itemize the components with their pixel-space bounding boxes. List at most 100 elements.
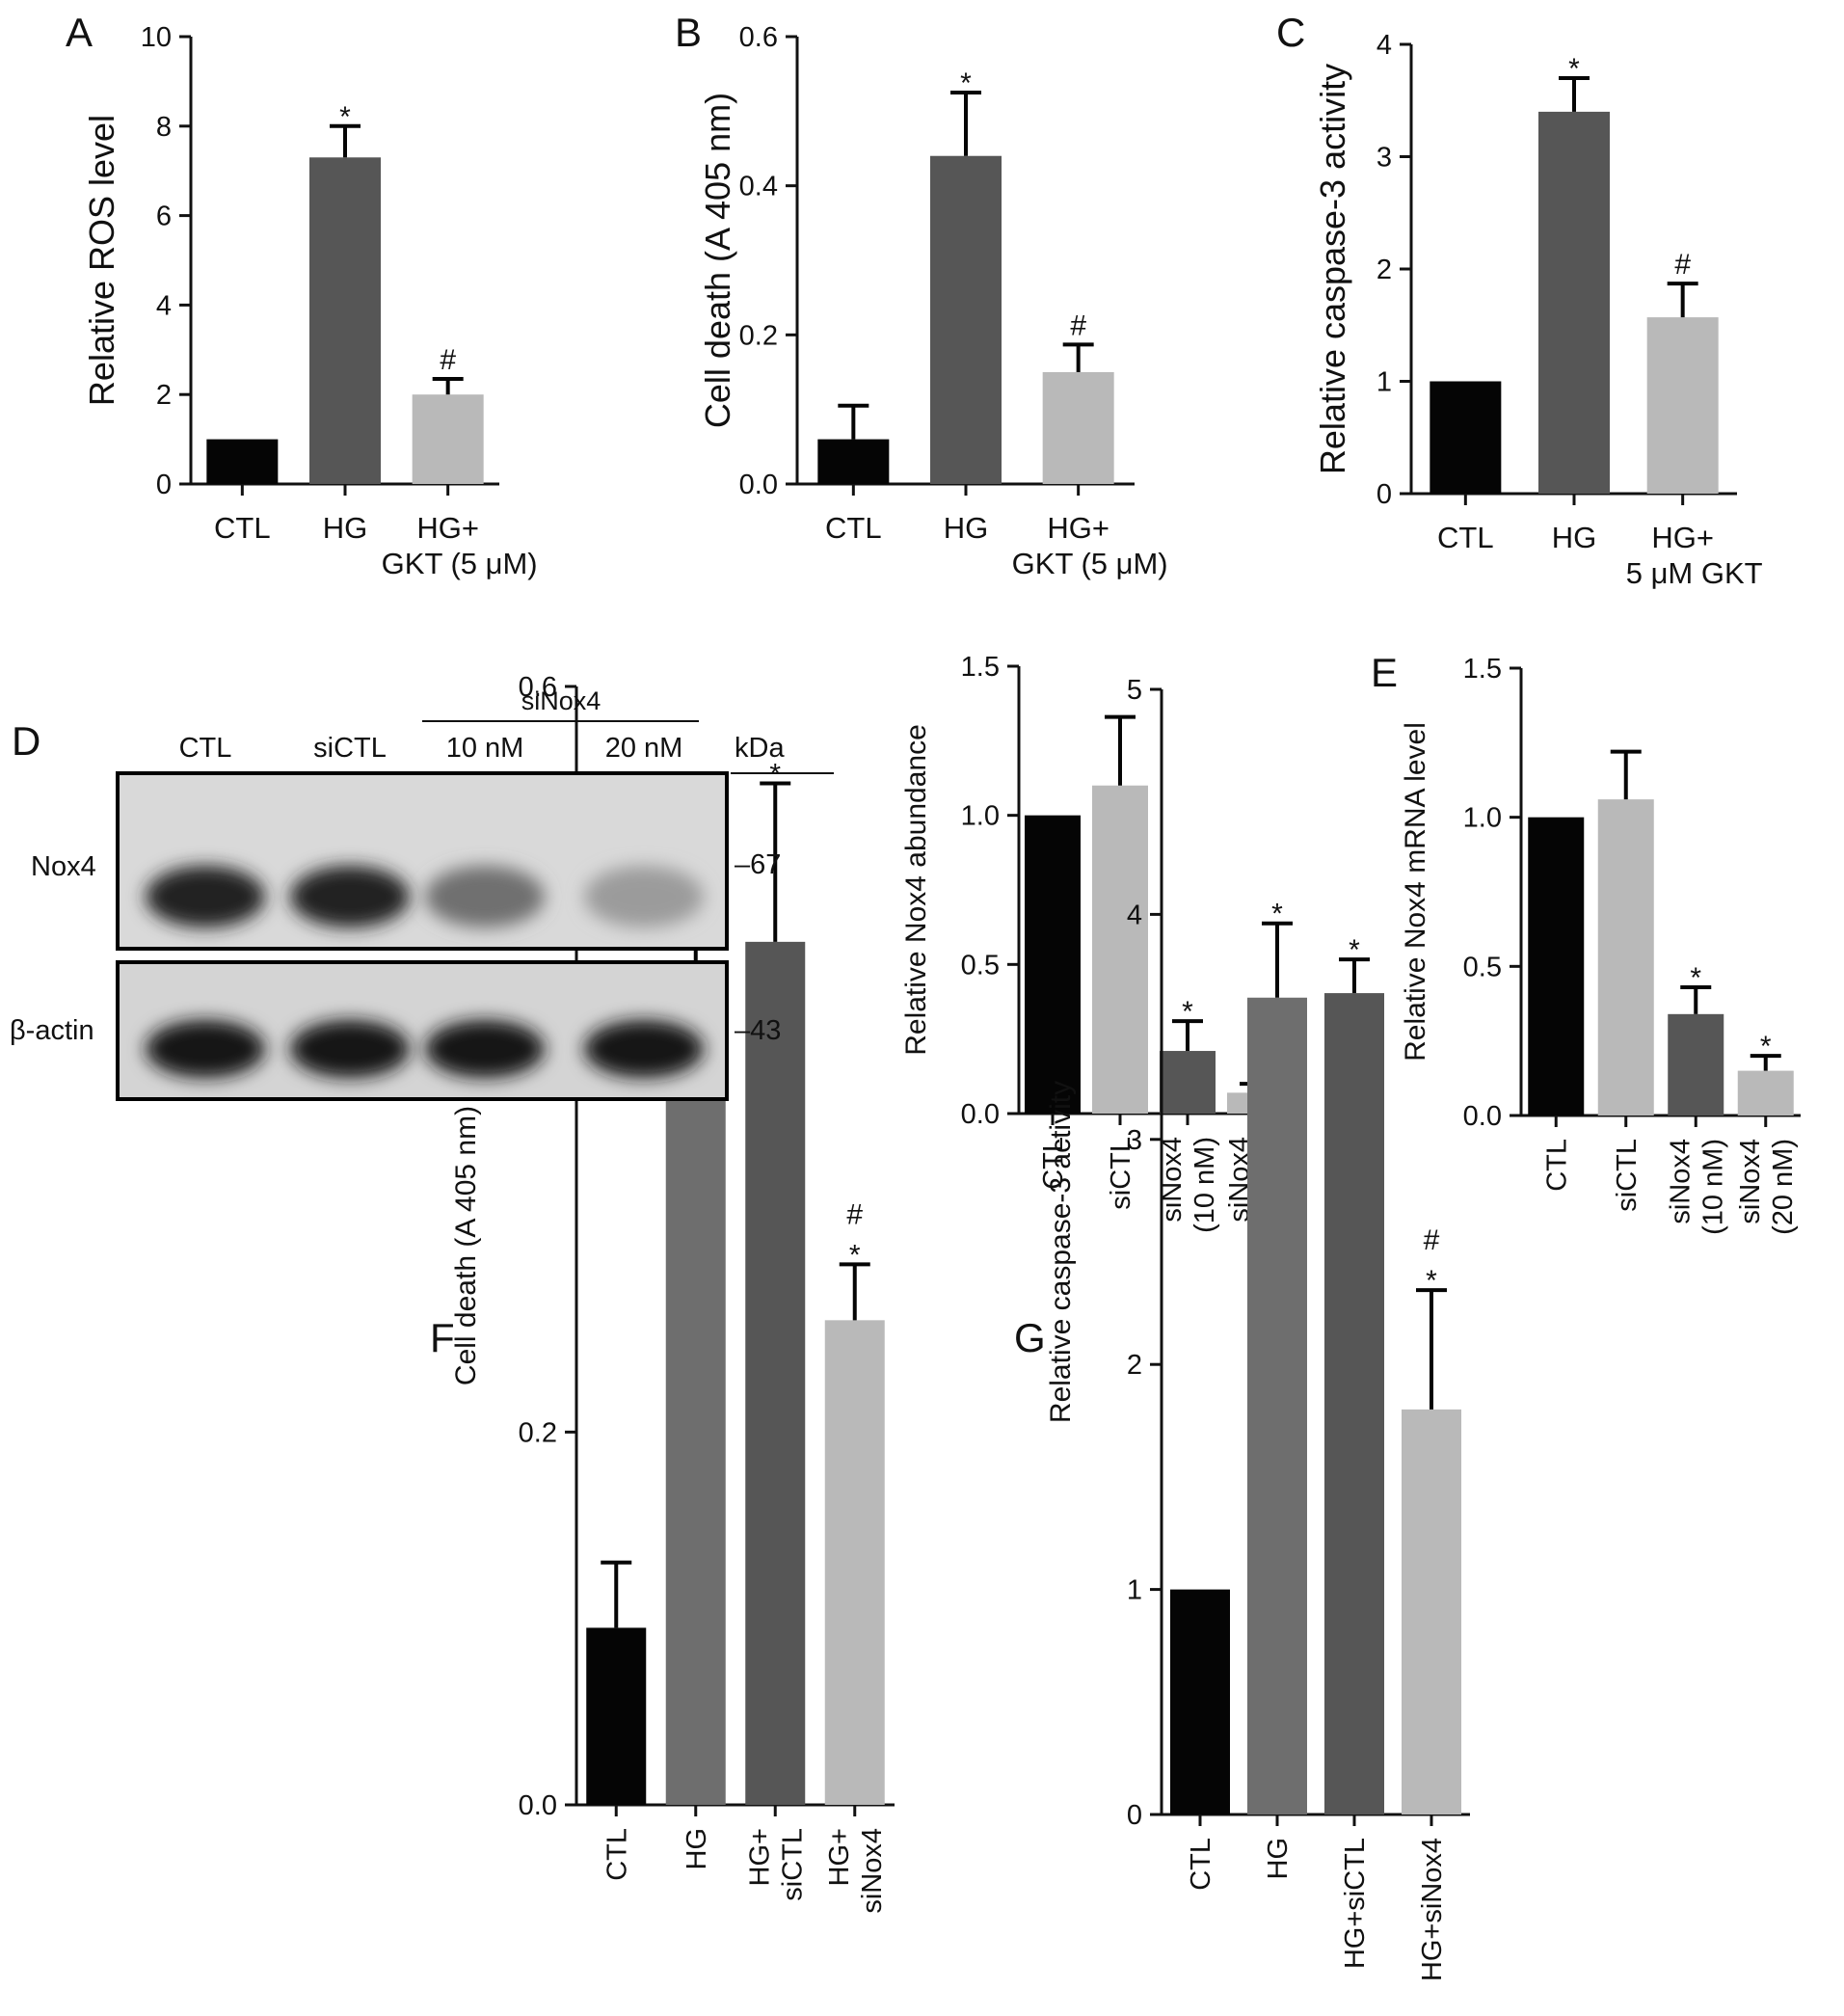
bar xyxy=(824,1320,885,1805)
y-tick-label: 0.4 xyxy=(739,172,778,202)
y-tick-label: 0.6 xyxy=(519,672,557,703)
y-tick-label: 10 xyxy=(141,22,172,53)
y-tick-label: 4 xyxy=(156,290,172,321)
blot-band-actin xyxy=(584,1020,704,1078)
significance-hash: # xyxy=(440,344,456,376)
significance-hash: # xyxy=(846,1198,863,1230)
x-tick-label: CTL xyxy=(601,1828,632,1881)
y-axis-label: Relative caspase-3 activity xyxy=(1313,64,1352,474)
significance-hash: # xyxy=(1674,249,1691,281)
significance-star: * xyxy=(1182,996,1193,1028)
bar xyxy=(1646,317,1719,494)
x-tick-label: HG+siCTL xyxy=(1340,1838,1371,1969)
y-tick-label: 6 xyxy=(156,202,172,232)
x-tick-label: HG+siNox4 xyxy=(1417,1838,1448,1981)
y-tick-label: 1.0 xyxy=(1463,803,1502,834)
bar xyxy=(745,941,806,1805)
y-tick-label: 8 xyxy=(156,112,172,143)
panel-letter-d: D xyxy=(12,718,40,764)
x-tick-label: siNox4 xyxy=(1665,1139,1696,1224)
x-tick-label: siNox4 xyxy=(857,1828,888,1914)
y-tick-label: 5 xyxy=(1127,675,1142,706)
x-tick-label: (10 nM) xyxy=(1189,1137,1220,1233)
chart-b: 0.0 0.2 0.4 0.6 Cell death (A 405 nm) CTL * HG #… xyxy=(698,22,1168,580)
bar xyxy=(817,439,890,484)
blot-band-nox4 xyxy=(146,866,265,927)
x-tick-label: HG xyxy=(1263,1838,1294,1880)
blot-group-label: siNox4 xyxy=(521,686,601,715)
bar xyxy=(412,394,484,484)
bar xyxy=(1092,785,1148,1114)
y-tick-label: 0.0 xyxy=(739,470,778,500)
bar xyxy=(1402,1409,1461,1814)
y-tick-label: 0 xyxy=(1376,479,1392,510)
x-tick-label: (20 nM) xyxy=(1768,1139,1799,1235)
x-tick-label: CTL xyxy=(1541,1139,1572,1192)
y-tick-label: 0.0 xyxy=(1463,1101,1502,1132)
significance-star: * xyxy=(1426,1265,1437,1297)
y-tick-label: 0.2 xyxy=(519,1417,557,1448)
y-tick-label: 1 xyxy=(1127,1575,1142,1606)
panel-letter-c: C xyxy=(1276,10,1305,55)
bar xyxy=(1528,817,1585,1116)
significance-star: * xyxy=(1760,1031,1772,1062)
blot-band-nox4 xyxy=(584,866,704,927)
blot-kda-marker: –67 xyxy=(735,849,781,880)
x-tick-label: siNox4 xyxy=(1735,1139,1766,1224)
bar xyxy=(586,1627,647,1805)
x-tick-label: CTL xyxy=(214,511,271,545)
blot-band-actin xyxy=(290,1020,410,1078)
western-blot: siNox4 CTL siCTL 10 nM 20 nM kDa Nox4 β-… xyxy=(10,686,834,1101)
bar xyxy=(1247,997,1307,1814)
y-tick-label: 4 xyxy=(1376,30,1392,61)
chart-a: 0 2 4 6 8 10 Relative ROS level CTL * HG # HG+GKT (… xyxy=(82,22,538,580)
x-tick-label: CTL xyxy=(1038,1137,1069,1190)
x-tick-label: CTL xyxy=(1186,1838,1216,1891)
panel-letter-b: B xyxy=(675,10,702,55)
y-tick-label: 1.0 xyxy=(961,801,1000,832)
x-tick-label: CTL xyxy=(1437,521,1494,554)
significance-hash: # xyxy=(1070,309,1086,341)
chart-e: 0.0 0.5 1.0 1.5 Relative Nox4 mRNA level CTL s… xyxy=(1400,654,1801,1235)
blot-lane-label: CTL xyxy=(179,733,232,764)
y-axis-label: Relative ROS level xyxy=(82,115,121,406)
y-tick-label: 0 xyxy=(1127,1800,1142,1831)
bar xyxy=(1737,1070,1794,1116)
blot-band-actin xyxy=(146,1020,265,1078)
y-tick-label: 0.0 xyxy=(961,1099,1000,1130)
y-axis-label: Cell death (A 405 nm) xyxy=(450,1106,482,1385)
bar xyxy=(1042,372,1114,484)
chart-d-quantification: 0.0 0.5 1.0 1.5 Relative Nox4 abundance CTL si… xyxy=(900,652,1289,1233)
x-tick-label: siCTL xyxy=(1612,1139,1643,1212)
x-tick-label: HG xyxy=(944,511,989,545)
y-tick-label: 0.5 xyxy=(961,950,1000,981)
x-tick-label: CTL xyxy=(825,511,882,545)
x-tick-label: 5 μM GKT xyxy=(1626,556,1763,590)
y-tick-label: 2 xyxy=(156,380,172,411)
y-tick-label: 3 xyxy=(1376,143,1392,174)
significance-star: * xyxy=(960,67,972,99)
blot-row-label: β-actin xyxy=(10,1015,94,1046)
blot-kda-header: kDa xyxy=(735,733,785,764)
x-tick-label: siCTL xyxy=(1106,1137,1136,1210)
x-tick-label: (10 nM) xyxy=(1697,1139,1728,1235)
panel-letter-e: E xyxy=(1371,650,1398,695)
blot-lane-label: siCTL xyxy=(313,733,387,764)
y-axis-label: Relative caspase-3 activity xyxy=(1045,1081,1077,1423)
x-tick-label: HG+ xyxy=(1651,521,1714,554)
blot-band-actin xyxy=(425,1020,545,1078)
x-tick-label: GKT (5 μM) xyxy=(1012,547,1168,580)
x-tick-label: HG+ xyxy=(744,1828,775,1886)
significance-star: * xyxy=(1349,934,1360,966)
significance-hash: # xyxy=(1424,1224,1440,1256)
significance-star: * xyxy=(849,1239,861,1271)
y-tick-label: 0.6 xyxy=(739,22,778,53)
y-axis-label: Relative Nox4 mRNA level xyxy=(1400,722,1431,1062)
blot-kda-marker: –43 xyxy=(735,1015,781,1046)
significance-star: * xyxy=(1271,899,1283,930)
x-tick-label: HG+ xyxy=(416,511,479,545)
x-tick-label: HG+ xyxy=(1047,511,1109,545)
blot-lane-label: 10 nM xyxy=(446,733,524,764)
y-tick-label: 0.5 xyxy=(1463,952,1502,982)
